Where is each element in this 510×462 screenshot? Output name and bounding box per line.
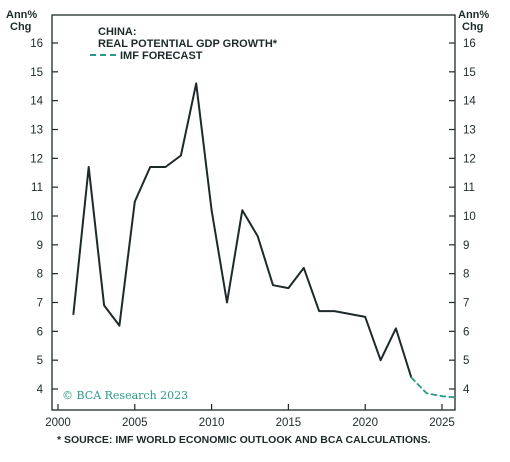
x-axis: 2000 2005 2010 2015 2020 2025 xyxy=(45,404,455,429)
series-layer xyxy=(72,82,459,399)
y-tick-label-right-13: 13 xyxy=(463,125,476,137)
y-tick-label-right-10: 10 xyxy=(463,211,476,223)
legend-label-imf-forecast: IMF FORECAST xyxy=(120,50,203,62)
y-tick-label-left-16: 16 xyxy=(30,38,43,50)
y-tick-label-left-12: 12 xyxy=(30,153,43,165)
y-tick-label-right-8: 8 xyxy=(463,269,469,281)
series-line-imf-forecast xyxy=(410,376,459,399)
y-tick-label-left-11: 11 xyxy=(31,182,43,194)
y-tick-label-left-8: 8 xyxy=(37,269,43,281)
y-tick-label-right-7: 7 xyxy=(463,298,469,310)
left-unit-label-line1: Ann% xyxy=(6,9,37,21)
y-tick-label-left-10: 10 xyxy=(30,211,43,223)
y-tick-label-right-4: 4 xyxy=(463,384,470,396)
plot-frame xyxy=(51,14,456,411)
y-axis-left: 4 5 6 7 8 9 10 11 12 13 14 15 16 xyxy=(30,38,58,396)
y-axis-right: 4 5 6 7 8 9 10 11 12 13 14 15 16 xyxy=(449,38,476,396)
y-tick-label-left-4: 4 xyxy=(37,384,44,396)
y-tick-label-right-14: 14 xyxy=(463,96,476,108)
y-tick-label-left-5: 5 xyxy=(37,355,43,367)
x-tick-label-2025: 2025 xyxy=(429,417,455,429)
left-unit-label-line2: Chg xyxy=(10,21,31,33)
y-tick-label-right-9: 9 xyxy=(463,240,469,252)
right-unit-label-line2: Chg xyxy=(462,21,483,33)
x-tick-label-2005: 2005 xyxy=(122,417,148,429)
bca-credit: © BCA Research 2023 xyxy=(62,389,188,402)
y-tick-label-right-6: 6 xyxy=(463,326,469,338)
y-tick-label-right-11: 11 xyxy=(463,182,475,194)
y-tick-label-left-9: 9 xyxy=(37,240,43,252)
y-tick-label-right-15: 15 xyxy=(463,67,476,79)
y-tick-label-left-6: 6 xyxy=(37,326,43,338)
right-unit-label-line1: Ann% xyxy=(458,9,489,21)
y-tick-label-right-5: 5 xyxy=(463,355,469,367)
x-tick-label-2010: 2010 xyxy=(199,417,225,429)
y-tick-label-left-13: 13 xyxy=(30,125,43,137)
series-line-potential-gdp-growth xyxy=(72,82,413,379)
x-tick-label-2020: 2020 xyxy=(352,417,378,429)
x-tick-label-2000: 2000 xyxy=(45,417,71,429)
y-tick-label-left-15: 15 xyxy=(30,67,43,79)
chart-title: CHINA: xyxy=(98,26,137,38)
y-tick-label-right-16: 16 xyxy=(463,38,476,50)
y-tick-label-left-14: 14 xyxy=(30,96,43,108)
y-tick-label-right-12: 12 xyxy=(463,153,476,165)
x-tick-label-2015: 2015 xyxy=(276,417,302,429)
source-note: * SOURCE: IMF WORLD ECONOMIC OUTLOOK AND… xyxy=(57,434,431,446)
chart-subtitle: REAL POTENTIAL GDP GROWTH* xyxy=(98,38,278,50)
y-tick-label-left-7: 7 xyxy=(37,298,43,310)
